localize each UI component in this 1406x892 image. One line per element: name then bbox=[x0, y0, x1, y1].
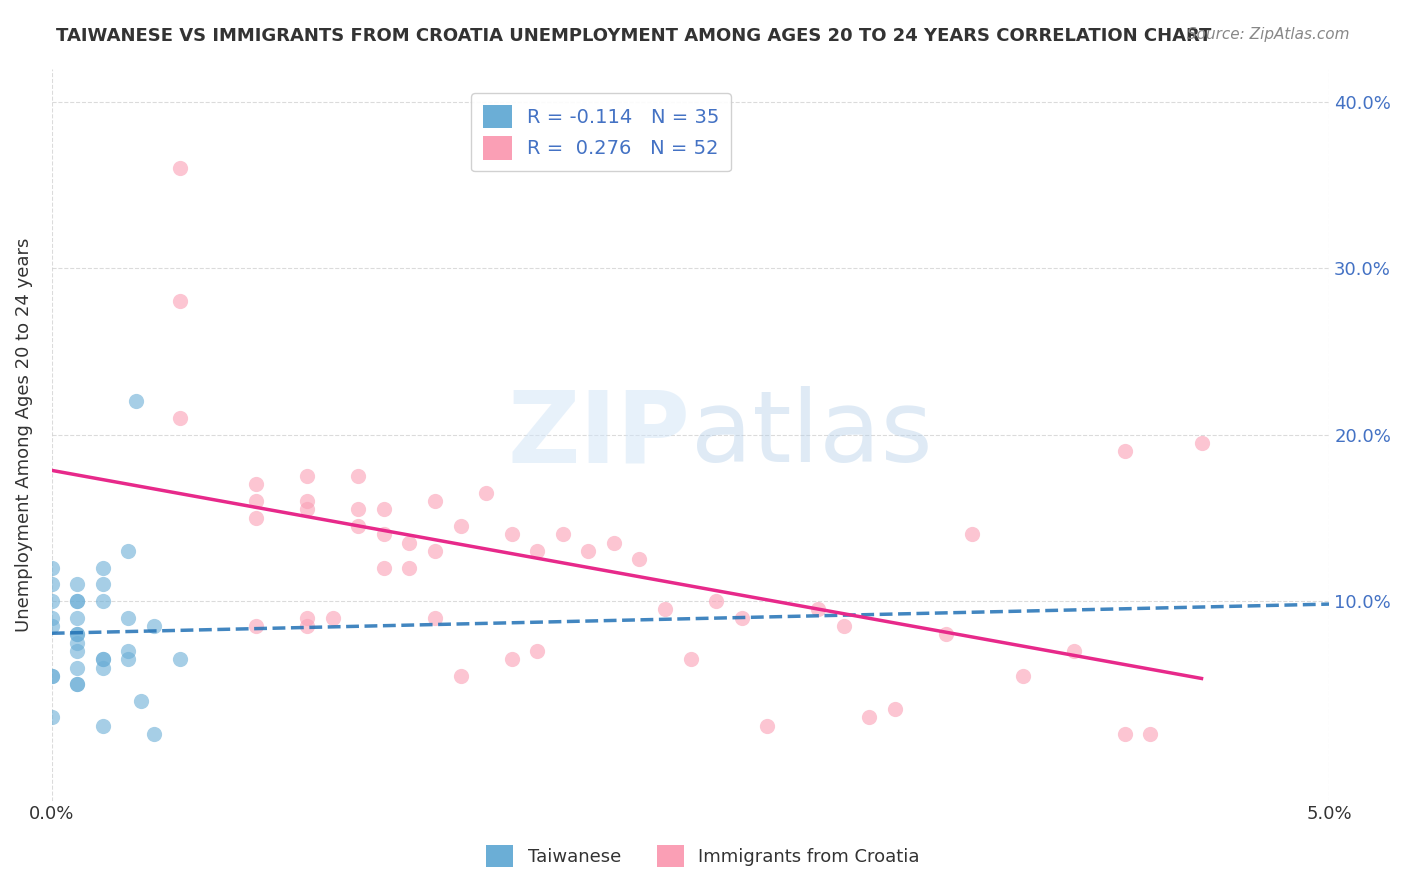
Point bbox=[526, 644, 548, 658]
Y-axis label: Unemployment Among Ages 20 to 24 years: Unemployment Among Ages 20 to 24 years bbox=[15, 237, 32, 632]
Point bbox=[373, 502, 395, 516]
Legend: R = -0.114   N = 35, R =  0.276   N = 52: R = -0.114 N = 35, R = 0.276 N = 52 bbox=[471, 93, 731, 171]
Point bbox=[41, 610, 63, 624]
Point bbox=[654, 602, 676, 616]
Point bbox=[297, 494, 319, 508]
Point bbox=[832, 619, 855, 633]
Point bbox=[66, 610, 89, 624]
Point bbox=[41, 710, 63, 724]
Point bbox=[91, 594, 114, 608]
Point bbox=[398, 535, 420, 549]
Point bbox=[347, 502, 370, 516]
Point bbox=[169, 652, 191, 666]
Text: atlas: atlas bbox=[690, 386, 932, 483]
Point bbox=[960, 527, 983, 541]
Point bbox=[91, 719, 114, 733]
Point bbox=[526, 544, 548, 558]
Point bbox=[730, 610, 752, 624]
Point bbox=[66, 627, 89, 641]
Point bbox=[129, 694, 152, 708]
Point bbox=[66, 594, 89, 608]
Point bbox=[41, 669, 63, 683]
Point bbox=[450, 519, 472, 533]
Point bbox=[169, 411, 191, 425]
Point bbox=[66, 644, 89, 658]
Point bbox=[117, 610, 139, 624]
Point bbox=[628, 552, 651, 566]
Point bbox=[41, 594, 63, 608]
Point bbox=[1114, 727, 1136, 741]
Point bbox=[858, 710, 880, 724]
Point bbox=[807, 602, 830, 616]
Point bbox=[347, 469, 370, 483]
Point bbox=[66, 677, 89, 691]
Point bbox=[423, 610, 446, 624]
Point bbox=[297, 619, 319, 633]
Point bbox=[1011, 669, 1033, 683]
Point bbox=[117, 544, 139, 558]
Point bbox=[91, 652, 114, 666]
Point bbox=[66, 627, 89, 641]
Point bbox=[245, 510, 267, 524]
Point bbox=[297, 502, 319, 516]
Point bbox=[41, 669, 63, 683]
Point bbox=[423, 494, 446, 508]
Point bbox=[1114, 444, 1136, 458]
Point bbox=[347, 519, 370, 533]
Point bbox=[117, 644, 139, 658]
Point bbox=[66, 660, 89, 674]
Point bbox=[756, 719, 779, 733]
Point bbox=[1139, 727, 1161, 741]
Point bbox=[322, 610, 344, 624]
Point bbox=[41, 560, 63, 574]
Point bbox=[91, 560, 114, 574]
Point bbox=[117, 652, 139, 666]
Point bbox=[576, 544, 599, 558]
Text: ZIP: ZIP bbox=[508, 386, 690, 483]
Point bbox=[423, 544, 446, 558]
Point bbox=[66, 677, 89, 691]
Point bbox=[883, 702, 905, 716]
Text: Source: ZipAtlas.com: Source: ZipAtlas.com bbox=[1187, 27, 1350, 42]
Point bbox=[245, 477, 267, 491]
Point bbox=[41, 619, 63, 633]
Point bbox=[704, 594, 727, 608]
Point bbox=[245, 494, 267, 508]
Point bbox=[66, 635, 89, 649]
Point bbox=[373, 527, 395, 541]
Point bbox=[1191, 436, 1213, 450]
Point bbox=[501, 527, 523, 541]
Text: TAIWANESE VS IMMIGRANTS FROM CROATIA UNEMPLOYMENT AMONG AGES 20 TO 24 YEARS CORR: TAIWANESE VS IMMIGRANTS FROM CROATIA UNE… bbox=[56, 27, 1212, 45]
Point bbox=[91, 577, 114, 591]
Point bbox=[125, 394, 148, 409]
Point bbox=[169, 294, 191, 309]
Point bbox=[142, 619, 165, 633]
Point bbox=[398, 560, 420, 574]
Point bbox=[551, 527, 574, 541]
Point bbox=[297, 610, 319, 624]
Point bbox=[475, 485, 498, 500]
Legend: Taiwanese, Immigrants from Croatia: Taiwanese, Immigrants from Croatia bbox=[479, 838, 927, 874]
Point bbox=[245, 619, 267, 633]
Point bbox=[297, 469, 319, 483]
Point bbox=[679, 652, 702, 666]
Point bbox=[66, 594, 89, 608]
Point bbox=[91, 660, 114, 674]
Point bbox=[169, 161, 191, 176]
Point bbox=[501, 652, 523, 666]
Point bbox=[603, 535, 626, 549]
Point bbox=[91, 652, 114, 666]
Point bbox=[1063, 644, 1085, 658]
Point bbox=[142, 727, 165, 741]
Point bbox=[41, 577, 63, 591]
Point bbox=[373, 560, 395, 574]
Point bbox=[450, 669, 472, 683]
Point bbox=[935, 627, 957, 641]
Point bbox=[66, 577, 89, 591]
